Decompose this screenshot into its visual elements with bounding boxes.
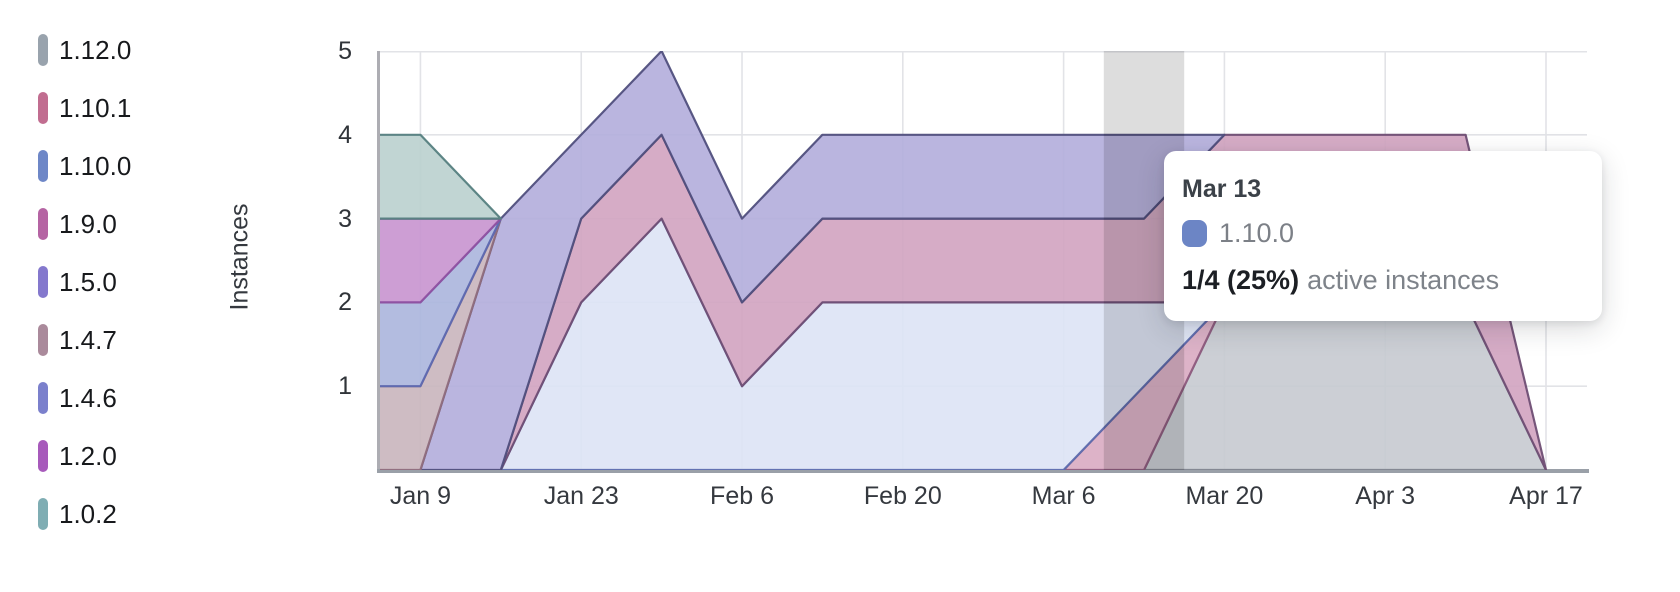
x-tick-jan-9: Jan 9 bbox=[389, 482, 452, 510]
legend-label: 1.5.0 bbox=[59, 267, 117, 297]
legend-item-1.12.0[interactable]: 1.12.0 bbox=[38, 34, 131, 66]
chart-legend: 1.12.0 1.10.1 1.10.0 1.9.0 1.5.0 1.4.7 1.4.6 1.… bbox=[38, 34, 131, 556]
x-tick-mar-20: Mar 20 bbox=[1185, 482, 1264, 510]
x-tick-feb-6: Feb 6 bbox=[710, 482, 774, 510]
tooltip-date: Mar 13 bbox=[1182, 175, 1262, 203]
legend-label: 1.2.0 bbox=[59, 441, 117, 471]
legend-label: 1.10.0 bbox=[59, 151, 132, 181]
legend-label: 1.0.2 bbox=[59, 499, 117, 529]
legend-label: 1.9.0 bbox=[59, 209, 117, 239]
x-tick-apr-17: Apr 17 bbox=[1509, 482, 1583, 510]
legend-label: 1.12.0 bbox=[59, 35, 132, 65]
legend-swatch-icon bbox=[38, 208, 48, 240]
x-tick-jan-23: Jan 23 bbox=[543, 482, 619, 510]
legend-item-1.0.2[interactable]: 1.0.2 bbox=[38, 498, 131, 530]
tooltip-value: 1/4 (25%) bbox=[1182, 265, 1300, 295]
y-tick-2: 2 bbox=[338, 288, 352, 317]
x-axis-line bbox=[377, 469, 1589, 473]
legend-item-1.2.0[interactable]: 1.2.0 bbox=[38, 440, 131, 472]
legend-item-1.4.6[interactable]: 1.4.6 bbox=[38, 382, 131, 414]
legend-item-1.10.0[interactable]: 1.10.0 bbox=[38, 150, 131, 182]
tooltip-series-row: 1.10.0 bbox=[1182, 218, 1582, 248]
y-tick-1: 1 bbox=[338, 372, 352, 401]
tooltip-value-row: 1/4 (25%) active instances bbox=[1182, 265, 1582, 295]
tooltip-series-name: 1.10.0 bbox=[1219, 218, 1295, 248]
y-axis-title: Instances bbox=[225, 203, 254, 311]
legend-item-1.9.0[interactable]: 1.9.0 bbox=[38, 208, 131, 240]
legend-item-1.10.1[interactable]: 1.10.1 bbox=[38, 92, 131, 124]
legend-swatch-icon bbox=[38, 324, 48, 356]
legend-label: 1.4.6 bbox=[59, 383, 117, 413]
y-tick-3: 3 bbox=[338, 204, 352, 233]
y-axis-line bbox=[377, 51, 380, 473]
legend-swatch-icon bbox=[38, 440, 48, 472]
legend-swatch-icon bbox=[38, 34, 48, 66]
legend-swatch-icon bbox=[38, 150, 48, 182]
legend-swatch-icon bbox=[38, 266, 48, 298]
legend-label: 1.10.1 bbox=[59, 93, 132, 123]
legend-item-1.4.7[interactable]: 1.4.7 bbox=[38, 324, 131, 356]
legend-swatch-icon bbox=[38, 382, 48, 414]
area-series-1.0.2[interactable] bbox=[380, 133, 502, 220]
legend-swatch-icon bbox=[38, 92, 48, 124]
series-swatch-icon bbox=[1182, 219, 1207, 247]
x-tick-mar-6: Mar 6 bbox=[1031, 482, 1096, 510]
x-tick-apr-3: Apr 3 bbox=[1355, 482, 1416, 510]
area-series-1.5.0[interactable] bbox=[419, 51, 1226, 470]
legend-label: 1.4.7 bbox=[59, 325, 117, 355]
legend-item-1.5.0[interactable]: 1.5.0 bbox=[38, 266, 131, 298]
hover-tooltip: Mar 13 1.10.0 1/4 (25%) active instances bbox=[1164, 151, 1602, 321]
tooltip-value-suffix: active instances bbox=[1307, 265, 1500, 295]
y-tick-4: 4 bbox=[338, 120, 352, 149]
legend-swatch-icon bbox=[38, 498, 48, 530]
y-tick-5: 5 bbox=[338, 37, 352, 65]
x-tick-feb-20: Feb 20 bbox=[863, 482, 942, 510]
